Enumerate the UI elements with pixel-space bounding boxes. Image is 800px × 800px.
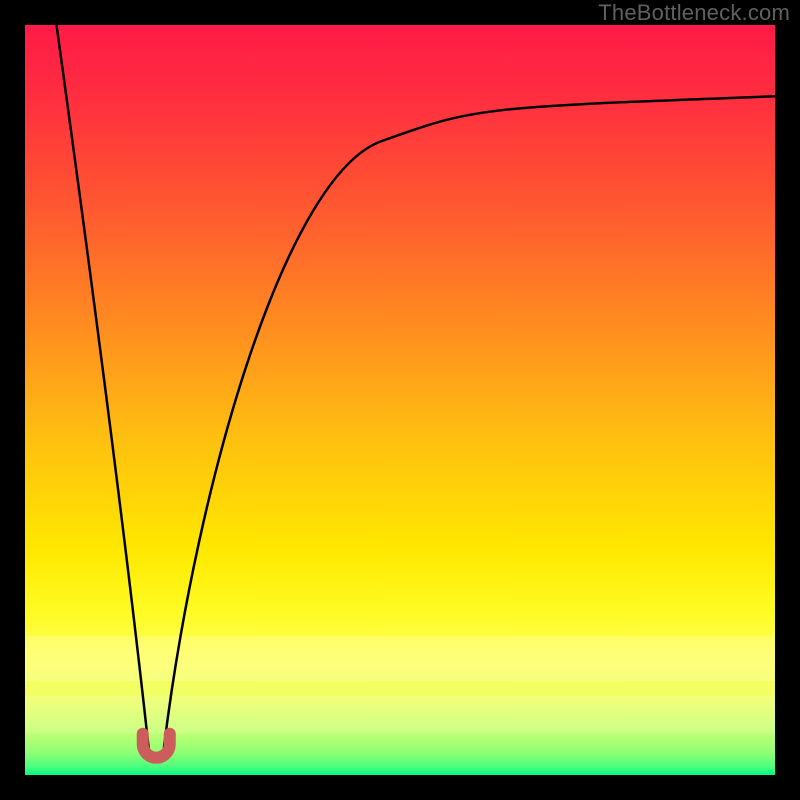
optimal-point-marker <box>143 734 170 758</box>
axis-border-left <box>0 0 25 800</box>
axis-border-right <box>775 0 800 800</box>
curve-left-branch <box>57 25 149 749</box>
bottleneck-curve <box>25 25 775 775</box>
curve-right-branch <box>164 96 775 749</box>
watermark-text: TheBottleneck.com <box>598 0 790 26</box>
axis-border-bottom <box>0 775 800 800</box>
plot-area <box>25 25 775 775</box>
